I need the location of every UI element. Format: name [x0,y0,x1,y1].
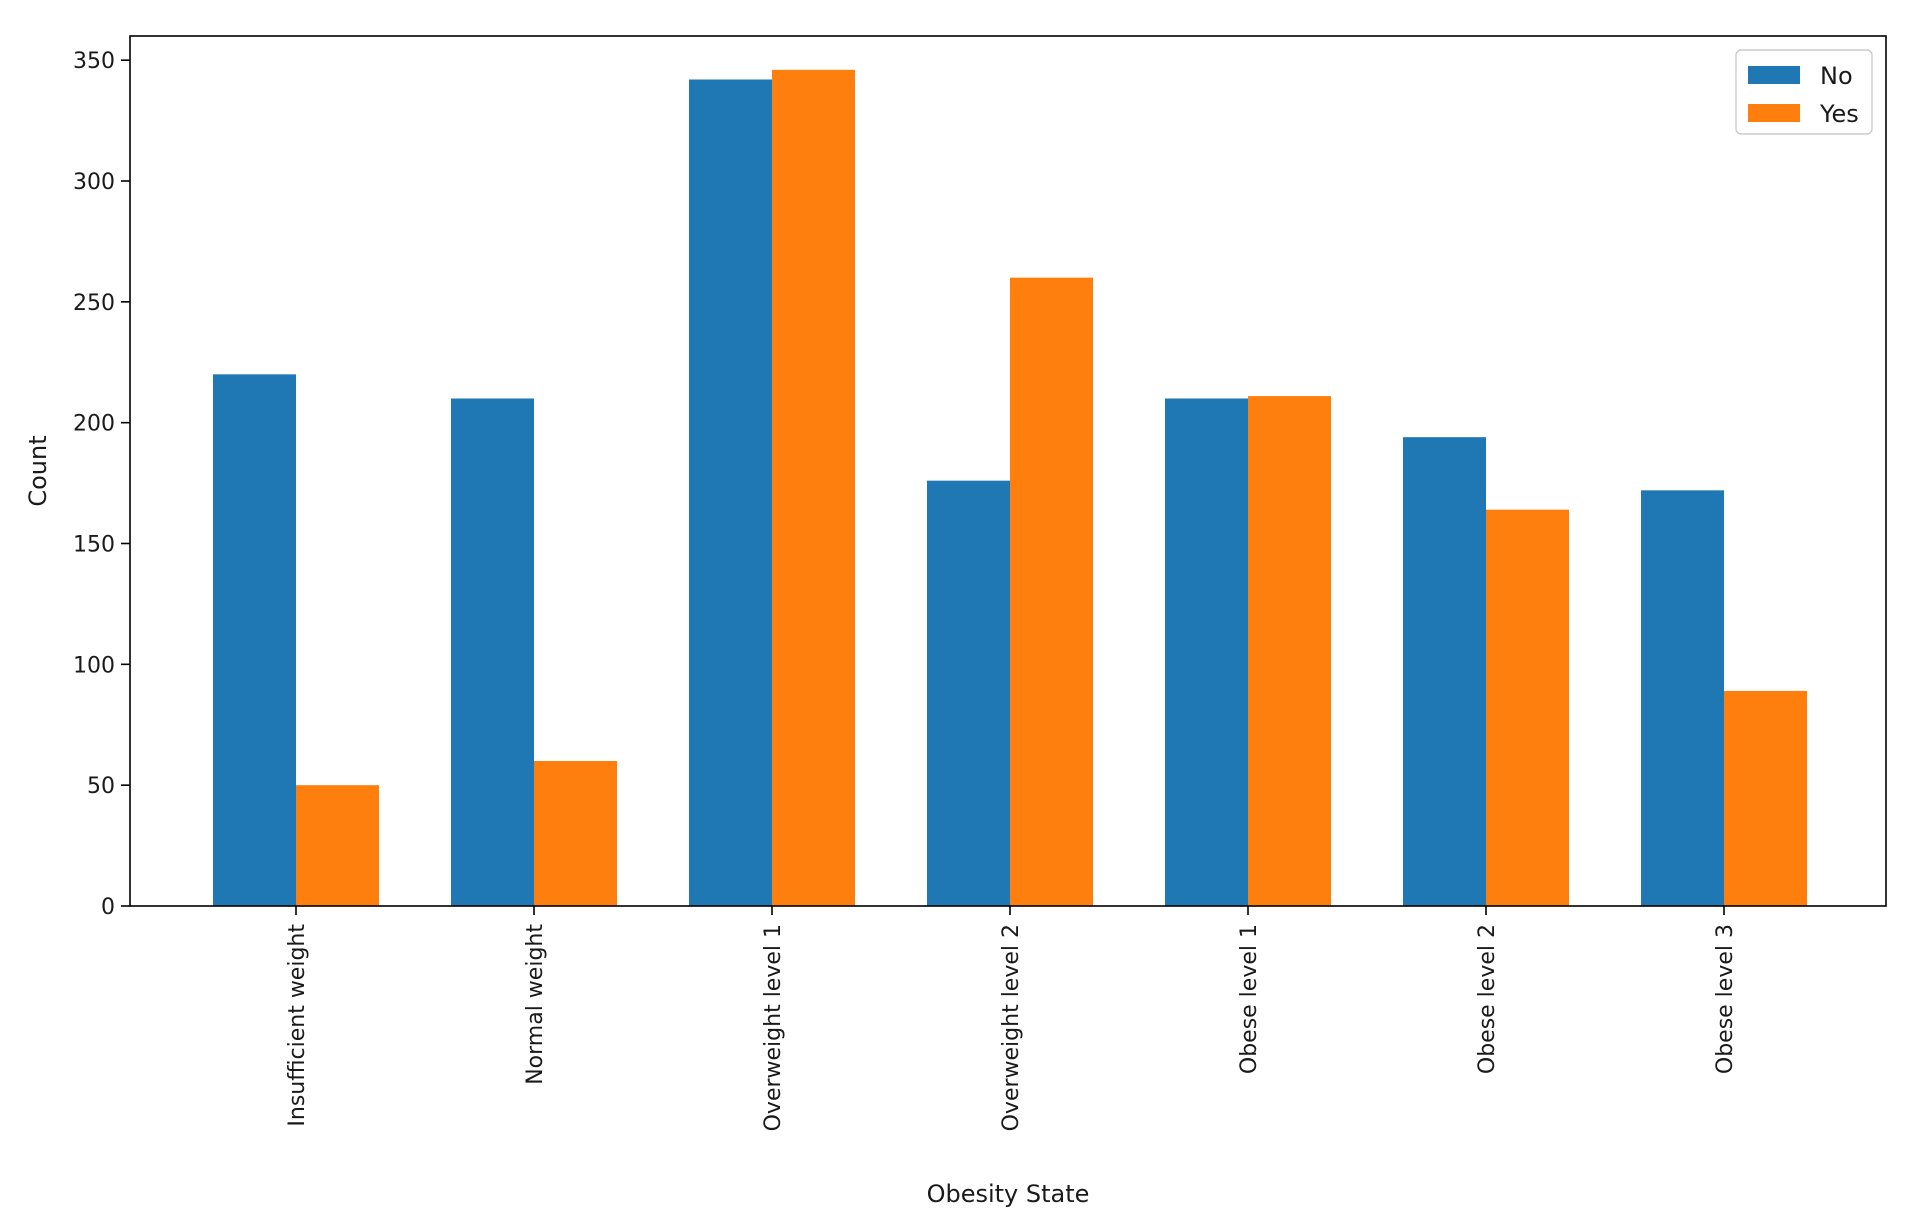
bars-group [213,69,1807,907]
legend-label-yes: Yes [1819,100,1859,128]
y-tick-label-100: 100 [73,653,115,678]
bar-yes-normal-weight [534,761,617,906]
y-axis-ticks: 0 50 100 150 200 250 300 350 [73,49,130,920]
y-tick-label-300: 300 [73,170,115,195]
bar-no-obese-level-1 [1165,398,1248,906]
x-tick-label-insufficient-weight: Insufficient weight [285,924,310,1127]
x-tick-label-obese-level-3: Obese level 3 [1713,924,1738,1074]
x-tick-label-overweight-level-2: Overweight level 2 [999,924,1024,1131]
x-tick-label-normal-weight: Normal weight [523,924,548,1085]
bar-no-obese-level-3 [1641,490,1724,906]
legend-swatch-yes [1748,104,1800,122]
y-tick-label-350: 350 [73,49,115,74]
bar-no-insufficient-weight [213,374,296,906]
bar-yes-obese-level-3 [1724,690,1807,906]
y-tick-label-0: 0 [101,895,115,920]
legend: No Yes [1735,49,1873,135]
x-axis-ticks: Insufficient weight Normal weight Overweig… [285,906,1738,1131]
bar-no-normal-weight [451,398,534,906]
bar-yes-insufficient-weight [296,785,379,906]
bar-yes-obese-level-2 [1486,509,1569,906]
y-tick-label-200: 200 [73,412,115,437]
y-tick-label-250: 250 [73,291,115,316]
bar-no-overweight-level-1 [689,79,772,906]
y-tick-label-50: 50 [87,774,115,799]
y-axis-label: Count [24,435,52,506]
bar-yes-obese-level-1 [1248,396,1331,906]
legend-label-no: No [1820,62,1853,90]
plot-frame [129,35,1887,907]
x-tick-label-obese-level-2: Obese level 2 [1475,924,1500,1074]
x-tick-label-obese-level-1: Obese level 1 [1237,924,1262,1074]
bar-yes-overweight-level-2 [1010,277,1093,907]
legend-swatch-no [1748,66,1800,84]
bar-no-overweight-level-2 [927,480,1010,906]
bar-yes-overweight-level-1 [772,69,855,907]
x-tick-label-overweight-level-1: Overweight level 1 [761,924,786,1131]
bar-no-obese-level-2 [1403,437,1486,906]
y-tick-label-150: 150 [73,533,115,558]
x-axis-label: Obesity State [927,1180,1090,1208]
